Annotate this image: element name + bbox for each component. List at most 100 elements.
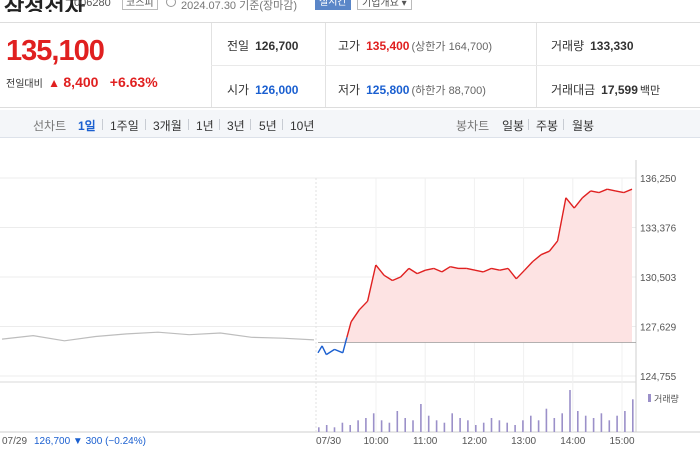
volume-bar	[365, 418, 367, 432]
today-price-segment	[375, 264, 385, 276]
divider	[563, 119, 564, 130]
price-chart[interactable]: 136,250 133,376 130,503 127,629 124,755 거래량 07…	[0, 160, 700, 450]
tab-1w[interactable]: 1주일	[110, 119, 139, 133]
tab-monthly-candle[interactable]: 월봉	[572, 119, 595, 133]
stat-volume: 거래량 133,330	[551, 39, 634, 53]
divider	[282, 119, 283, 130]
chart-period-tabs: 선차트 1일 1주일 3개월 1년 3년 5년 10년 봉차트 일봉 주봉 월봉	[0, 110, 700, 138]
today-price-segment	[483, 267, 492, 273]
volume-bar	[545, 408, 548, 432]
today-price-segment	[450, 266, 459, 270]
volume-bar	[608, 420, 611, 432]
today-price-segment	[607, 188, 616, 192]
stock-name: 삼성전자	[4, 0, 85, 12]
today-price-segment	[524, 261, 534, 271]
realtime-button[interactable]: 실시간	[315, 0, 351, 10]
divider	[250, 119, 251, 130]
volume-bar	[396, 411, 399, 432]
volume-legend-label: 거래량	[654, 393, 679, 404]
today-price-segment	[573, 197, 583, 209]
volume-bar	[404, 418, 406, 432]
stat-trading-value: 거래대금 17,599 백만	[551, 83, 661, 97]
change-label: 전일대비	[6, 79, 43, 90]
today-price-segment	[548, 240, 559, 252]
tab-1y[interactable]: 1년	[196, 119, 214, 133]
today-price-segment	[342, 337, 348, 353]
volume-bar	[506, 422, 508, 432]
today-price-segment	[615, 190, 624, 194]
divider	[188, 119, 189, 130]
today-price-segment	[366, 264, 377, 302]
today-price-segment	[565, 197, 575, 209]
tab-1d[interactable]: 1일	[78, 119, 96, 133]
volume-bar	[380, 420, 383, 432]
volume-bar	[522, 420, 524, 432]
volume-bar	[372, 413, 375, 432]
x-tick-label: 07/30	[316, 436, 341, 447]
current-price: 135,100	[6, 35, 105, 67]
volume-bar	[349, 425, 351, 432]
volume-legend-swatch	[648, 394, 651, 402]
divider	[528, 119, 529, 130]
volume-bar	[341, 422, 344, 432]
volume-bar	[584, 415, 587, 432]
stock-code: 006280	[74, 0, 111, 9]
divider	[211, 65, 700, 66]
today-price-segment	[433, 267, 443, 273]
stat-open: 시가 126,000	[227, 83, 299, 97]
tab-weekly-candle[interactable]: 주봉	[536, 119, 559, 133]
today-price-segment	[474, 269, 484, 273]
price-summary-panel: 135,100 전일대비 ▲ 8,400 +6.63% 전일 126,700 고가…	[0, 22, 700, 108]
candle-chart-label: 봉차트	[456, 119, 490, 133]
today-price-segment	[556, 197, 567, 242]
today-price-segment	[441, 266, 451, 273]
volume-bar	[553, 418, 556, 432]
y-tick-label: 130,503	[640, 273, 677, 284]
change-amount: 8,400	[63, 74, 99, 90]
today-price-segment	[416, 269, 426, 275]
volume-bar	[600, 413, 603, 432]
volume-bar	[333, 427, 336, 432]
tab-daily-candle[interactable]: 일봉	[502, 119, 525, 133]
volume-bar	[514, 425, 516, 432]
today-price-segment	[334, 348, 344, 354]
tab-10y[interactable]: 10년	[290, 119, 315, 133]
volume-bar	[569, 390, 571, 432]
today-price-segment	[392, 276, 401, 282]
gain-area	[318, 189, 632, 343]
volume-bar	[459, 418, 461, 432]
today-price-segment	[408, 267, 418, 275]
stat-low: 저가 125,800 (하한가 88,700)	[338, 83, 486, 97]
today-price-segment	[317, 345, 323, 354]
today-price-segment	[350, 309, 360, 323]
previous-day-line	[1, 331, 315, 342]
volume-bar	[388, 422, 391, 432]
line-chart-label: 선차트	[33, 119, 67, 133]
today-price-segment	[532, 254, 542, 263]
today-price-segment	[321, 345, 327, 355]
change-row: 전일대비 ▲ 8,400 +6.63%	[6, 74, 158, 90]
volume-bar	[420, 404, 422, 432]
company-overview-dropdown[interactable]: 기업개요 ▾	[357, 0, 412, 10]
divider	[219, 119, 220, 130]
y-tick-label: 136,250	[640, 174, 677, 185]
tab-3y[interactable]: 3년	[227, 119, 245, 133]
today-price-segment	[540, 250, 550, 256]
volume-bar	[530, 415, 532, 432]
today-price-segment	[466, 267, 476, 271]
volume-bar	[490, 418, 493, 432]
volume-bar	[357, 420, 359, 432]
volume-bar	[435, 420, 438, 432]
today-price-segment	[325, 348, 335, 356]
tab-3m[interactable]: 3개월	[153, 119, 182, 133]
volume-bar	[467, 420, 469, 432]
today-price-segment	[598, 188, 608, 194]
stat-prev-close: 전일 126,700	[227, 39, 299, 53]
previous-close-label: 126,700 ▼ 300 (−0.24%)	[34, 436, 146, 447]
today-price-segment	[383, 274, 393, 282]
volume-bar	[427, 415, 430, 432]
tab-5y[interactable]: 5년	[259, 119, 277, 133]
y-tick-label: 133,376	[640, 224, 677, 235]
stat-high: 고가 135,400 (상한가 164,700)	[338, 39, 492, 53]
today-price-segment	[499, 267, 509, 271]
